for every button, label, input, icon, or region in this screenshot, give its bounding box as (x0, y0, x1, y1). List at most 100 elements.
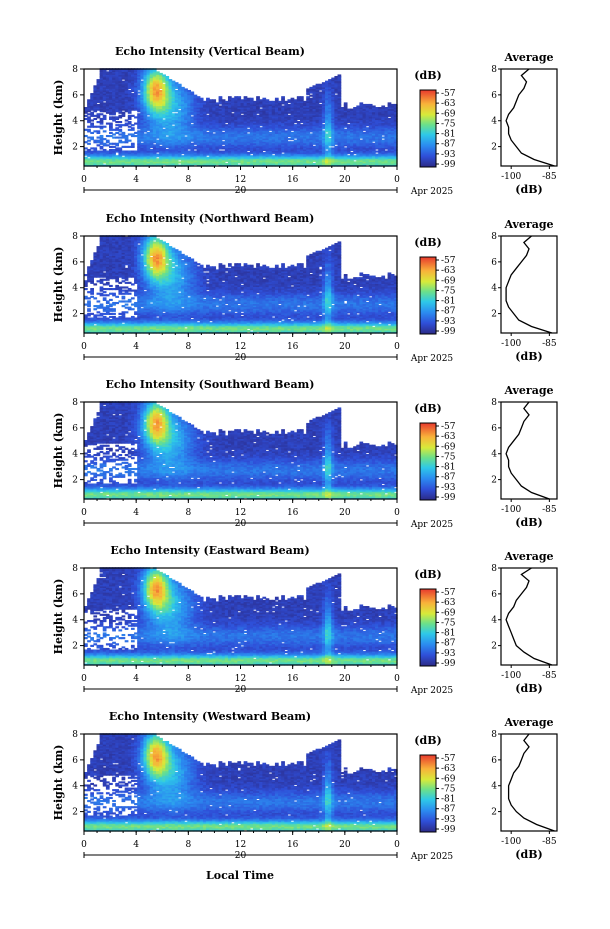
avg-x-label: (dB) (515, 350, 542, 363)
colorbar-tick-label: -57 (441, 754, 456, 764)
x-tick-label: 20 (339, 342, 351, 352)
panel-3: Echo Intensity (Eastward Beam) 2 4 6 8 Height… (52, 544, 558, 696)
colorbar-tick-label: -81 (441, 795, 456, 805)
avg-y-tick-label: 8 (491, 730, 497, 740)
colorbar-tick-label: -99 (441, 493, 456, 503)
colorbar (419, 256, 437, 335)
y-tick-label: 2 (72, 642, 78, 652)
avg-y-tick-label: 2 (491, 808, 497, 818)
y-tick-label: 6 (72, 424, 78, 434)
avg-title: Average (503, 51, 553, 64)
x-tick-label: 8 (185, 674, 191, 684)
colorbar-unit: (dB) (414, 568, 441, 581)
colorbar-tick-label: -99 (441, 659, 456, 669)
colorbar-tick-label: -99 (441, 327, 456, 337)
x-tick-label: 4 (133, 342, 139, 352)
x-tick-label: 0 (81, 840, 87, 850)
x-tick-label: 12 (235, 342, 246, 352)
avg-x-label: (dB) (515, 682, 542, 695)
heatmap-cells (84, 401, 398, 500)
x-tick-label: 0 (394, 840, 400, 850)
y-tick-label: 6 (72, 756, 78, 766)
date-label: Apr 2025 (410, 686, 454, 696)
x-tick-label: 0 (81, 508, 87, 518)
avg-y-tick-label: 2 (491, 143, 497, 153)
colorbar-tick-label: -93 (441, 150, 456, 160)
avg-x-label: (dB) (515, 183, 542, 196)
avg-title: Average (503, 716, 553, 729)
y-tick-label: 8 (72, 65, 78, 75)
x-tick-label: 16 (287, 840, 299, 850)
y-tick-label: 6 (72, 258, 78, 268)
colorbar-unit: (dB) (414, 402, 441, 415)
y-tick-label: 4 (72, 284, 78, 294)
x-tick-label: 8 (185, 508, 191, 518)
x-tick-label: 0 (81, 674, 87, 684)
avg-y-tick-label: 8 (491, 65, 497, 75)
y-tick-label: 4 (72, 117, 78, 127)
avg-y-tick-label: 6 (491, 756, 497, 766)
y-tick-label: 8 (72, 398, 78, 408)
avg-y-tick-label: 2 (491, 310, 497, 320)
y-axis-label: Height (km) (52, 579, 65, 655)
y-tick-label: 6 (72, 91, 78, 101)
panel-title: Echo Intensity (Westward Beam) (109, 710, 311, 723)
colorbar-tick-label: -87 (441, 473, 456, 483)
colorbar-tick-label: -69 (441, 774, 456, 784)
colorbar-tick-label: -57 (441, 422, 456, 432)
colorbar-tick-label: -81 (441, 629, 456, 639)
avg-frame (500, 68, 558, 167)
colorbar-tick-label: -99 (441, 160, 456, 170)
heatmap-cells (84, 733, 398, 832)
colorbar-tick-label: -63 (441, 432, 456, 442)
panel-2: Echo Intensity (Southward Beam) 2 4 6 8 Heigh… (52, 378, 558, 530)
avg-x-tick-label: -85 (542, 505, 557, 515)
avg-title: Average (503, 384, 553, 397)
x-tick-label: 8 (185, 342, 191, 352)
x-tick-label: 0 (81, 342, 87, 352)
y-axis-label: Height (km) (52, 413, 65, 489)
avg-y-tick-label: 4 (491, 782, 497, 792)
avg-x-label: (dB) (515, 516, 542, 529)
avg-x-tick-label: -85 (542, 837, 557, 847)
avg-y-tick-label: 4 (491, 616, 497, 626)
panel-4: Echo Intensity (Westward Beam) 2 4 6 8 Height… (52, 710, 558, 862)
y-tick-label: 8 (72, 564, 78, 574)
y-axis-label: Height (km) (52, 80, 65, 156)
y-axis-label: Height (km) (52, 745, 65, 821)
y-tick-label: 4 (72, 450, 78, 460)
avg-y-tick-label: 6 (491, 424, 497, 434)
x-axis-label: Local Time (206, 869, 274, 882)
colorbar-unit: (dB) (414, 236, 441, 249)
x-tick-label: 8 (185, 840, 191, 850)
avg-y-tick-label: 8 (491, 398, 497, 408)
x-tick-label: 20 (339, 674, 351, 684)
avg-y-tick-label: 2 (491, 642, 497, 652)
x-tick-label: 16 (287, 674, 299, 684)
y-tick-label: 2 (72, 310, 78, 320)
avg-y-tick-label: 6 (491, 91, 497, 101)
y-tick-label: 4 (72, 782, 78, 792)
panel-1: Echo Intensity (Northward Beam) 2 4 6 8 Heigh… (52, 212, 558, 364)
x-tick-label: 0 (81, 175, 87, 185)
x-tick-label: 12 (235, 674, 246, 684)
x-tick-label: 0 (394, 508, 400, 518)
avg-y-tick-label: 4 (491, 450, 497, 460)
avg-x-tick-label: -100 (501, 837, 521, 847)
avg-x-label: (dB) (515, 848, 542, 861)
colorbar-tick-label: -87 (441, 805, 456, 815)
x-tick-label: 12 (235, 840, 246, 850)
colorbar-tick-label: -75 (441, 452, 456, 462)
colorbar-tick-label: -93 (441, 483, 456, 493)
avg-x-tick-label: -85 (542, 172, 557, 182)
avg-y-tick-label: 8 (491, 564, 497, 574)
avg-frame (500, 401, 558, 500)
colorbar-tick-label: -81 (441, 463, 456, 473)
panel-0: Echo Intensity (Vertical Beam) 2 4 6 8 Height… (52, 45, 558, 197)
heatmap-cells (84, 567, 398, 666)
x-tick-label: 12 (235, 508, 246, 518)
colorbar-tick-label: -87 (441, 140, 456, 150)
date-label: Apr 2025 (410, 187, 454, 197)
avg-frame (500, 235, 558, 334)
avg-x-tick-label: -100 (501, 172, 521, 182)
